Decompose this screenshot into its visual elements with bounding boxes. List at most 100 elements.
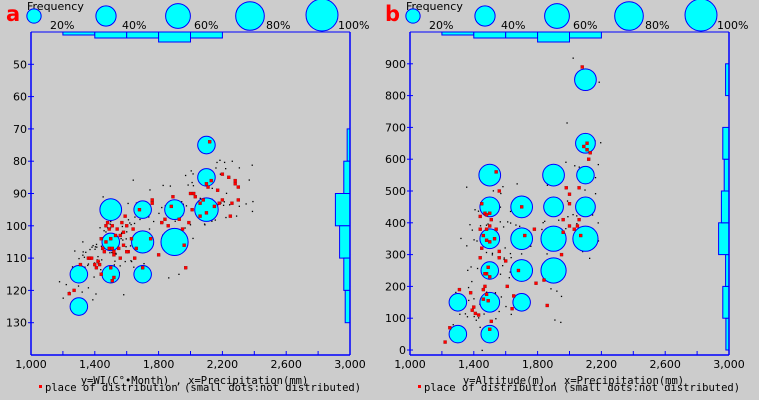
non-distribution-dot — [129, 222, 131, 224]
distribution-point — [217, 201, 221, 205]
non-distribution-dot — [216, 161, 218, 164]
non-distribution-dot — [509, 210, 512, 213]
frequency-legend-title: Frequency — [27, 0, 84, 13]
non-distribution-dot — [102, 196, 104, 198]
non-distribution-dot — [505, 305, 507, 308]
non-distribution-dot — [192, 185, 195, 187]
non-distribution-dot — [235, 215, 238, 217]
distribution-point — [545, 303, 549, 308]
distribution-point — [171, 195, 175, 199]
non-distribution-dot — [475, 319, 477, 321]
non-distribution-dot — [192, 173, 194, 175]
non-distribution-dot — [228, 204, 231, 206]
non-distribution-dot — [199, 197, 201, 200]
non-distribution-dot — [148, 216, 150, 218]
distribution-point — [156, 253, 161, 257]
non-distribution-dot — [597, 163, 599, 166]
legend-size-circle — [684, 0, 718, 32]
y-tick-label: 100 — [385, 312, 406, 325]
distribution-point — [512, 294, 516, 298]
distribution-point — [478, 256, 482, 260]
non-distribution-dot — [520, 253, 523, 255]
non-distribution-dot — [565, 161, 567, 163]
non-distribution-dot — [473, 239, 475, 241]
non-distribution-dot — [558, 219, 560, 221]
distribution-point — [481, 233, 486, 238]
non-distribution-dot — [576, 215, 578, 217]
non-distribution-dot — [97, 255, 99, 258]
distribution-point — [561, 230, 565, 234]
frequency-bubble — [576, 165, 595, 185]
distribution-point — [532, 227, 537, 231]
non-distribution-dot — [87, 264, 89, 267]
distribution-point — [206, 185, 210, 189]
distribution-point — [140, 266, 145, 270]
distribution-point — [488, 224, 492, 228]
distribution-point — [484, 292, 489, 297]
x-marginal-histogram-bar — [158, 31, 192, 43]
non-distribution-dot — [509, 252, 512, 255]
distribution-point — [121, 230, 126, 234]
distribution-point — [486, 299, 490, 303]
panel-letter-b: b — [385, 2, 400, 26]
distribution-point — [505, 284, 509, 289]
distribution-point — [567, 224, 572, 228]
distribution-point — [483, 284, 487, 289]
distribution-point — [209, 178, 213, 183]
distribution-point — [121, 243, 126, 247]
non-distribution-dot — [566, 122, 568, 124]
distribution-point — [104, 240, 108, 244]
non-distribution-dot — [560, 295, 563, 298]
non-distribution-dot — [566, 200, 569, 202]
distribution-point — [220, 172, 225, 176]
non-distribution-dot — [78, 257, 80, 260]
non-distribution-dot — [530, 245, 532, 247]
y-tick-label: 120 — [6, 284, 27, 297]
distribution-point — [107, 246, 111, 251]
non-distribution-dot — [83, 256, 86, 258]
distribution-point — [572, 227, 576, 231]
non-distribution-dot — [100, 269, 102, 271]
distribution-point — [107, 227, 111, 231]
non-distribution-dot — [225, 216, 227, 219]
non-distribution-dot — [127, 219, 130, 221]
y-tick-label: 110 — [6, 252, 27, 265]
non-distribution-dot — [120, 233, 123, 235]
y-tick-label: 130 — [6, 317, 27, 330]
frequency-bubble — [448, 293, 468, 312]
distribution-point — [93, 262, 97, 267]
non-distribution-dot — [92, 244, 94, 247]
y-tick-label: 0 — [399, 344, 406, 357]
non-distribution-dot — [466, 316, 469, 318]
non-distribution-dot — [189, 224, 192, 226]
frequency-bubble — [510, 259, 534, 282]
non-distribution-dot — [126, 231, 128, 233]
non-distribution-dot — [479, 326, 481, 329]
non-distribution-dot — [71, 266, 74, 268]
distribution-point — [112, 249, 116, 254]
frequency-bubble — [540, 225, 567, 252]
y-tick-label: 900 — [385, 58, 406, 71]
non-distribution-dot — [178, 273, 180, 275]
x-marginal-histogram-bar — [94, 31, 128, 39]
frequency-bubble — [133, 200, 152, 219]
x-tick-label: 1,000 — [394, 358, 426, 371]
non-distribution-dot — [74, 250, 76, 252]
y-tick-label: 70 — [13, 123, 27, 136]
non-distribution-dot — [215, 167, 217, 169]
non-distribution-dot — [594, 176, 597, 179]
non-distribution-dot — [251, 210, 254, 213]
distribution-point — [96, 259, 100, 263]
x-marginal-histogram-bar — [569, 31, 602, 39]
non-distribution-dot — [223, 161, 226, 164]
distribution-point — [109, 266, 113, 270]
non-distribution-dot — [225, 192, 228, 194]
legend-size-label: 100% — [338, 19, 369, 32]
x-marginal-histogram-bar — [190, 31, 223, 39]
non-distribution-dot — [120, 237, 122, 240]
non-distribution-dot — [129, 245, 132, 247]
distribution-point — [480, 246, 484, 250]
non-distribution-dot — [130, 260, 132, 262]
distribution-point — [184, 266, 188, 270]
non-distribution-dot — [245, 203, 247, 205]
